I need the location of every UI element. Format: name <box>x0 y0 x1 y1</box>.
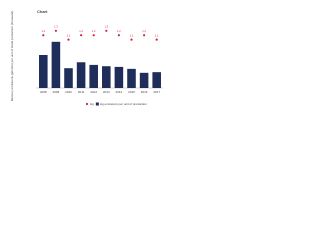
x-tick-label: 2017 <box>153 90 160 94</box>
point <box>92 34 95 37</box>
data-label: 1.2 <box>142 29 146 33</box>
x-tick-label: 2008 <box>40 90 47 94</box>
data-label: 1.2 <box>79 29 83 33</box>
bar <box>39 55 48 88</box>
point <box>54 29 58 32</box>
x-tick-label: 2014 <box>116 90 123 94</box>
point <box>143 34 146 37</box>
point <box>130 38 133 41</box>
bar <box>102 66 111 88</box>
point <box>80 34 83 37</box>
x-tick-label: 2012 <box>90 90 97 94</box>
legend-label: Hg emissions per unit of production <box>100 102 147 106</box>
x-tick-label: 2011 <box>78 90 85 94</box>
data-label: 1.2 <box>41 29 45 33</box>
point <box>105 29 108 32</box>
bar <box>51 41 61 88</box>
bar <box>64 68 73 88</box>
bar <box>152 72 161 88</box>
x-tick-label: 2016 <box>141 90 148 94</box>
bar <box>127 68 136 88</box>
chart: Chart Mercury emissions (g/tonne) per un… <box>10 9 163 106</box>
data-label: 1.3 <box>104 24 108 28</box>
data-label: 1.3 <box>54 24 58 28</box>
data-label: 1.2 <box>117 29 121 33</box>
chart-title: Chart <box>37 9 48 14</box>
data-label: 1.1 <box>155 33 159 37</box>
x-tick-label: 2015 <box>128 90 135 94</box>
data-label: 1.2 <box>92 29 96 33</box>
point <box>42 34 45 37</box>
legend-swatch <box>85 102 89 106</box>
x-tick-label: 2009 <box>53 90 60 94</box>
point <box>117 34 120 37</box>
bar <box>76 62 86 88</box>
data-label: 1.1 <box>67 33 71 37</box>
point <box>155 38 158 41</box>
bar <box>114 66 124 88</box>
x-tick-label: 2013 <box>103 90 110 94</box>
legend-swatch <box>95 102 99 106</box>
bar <box>89 64 98 88</box>
point <box>67 38 70 41</box>
bar <box>139 72 149 88</box>
y-axis-label: Mercury emissions (g/tonne) per unit of … <box>10 11 14 101</box>
x-tick-label: 2010 <box>65 90 72 94</box>
data-label: 1.1 <box>130 33 134 37</box>
legend-label: Hg <box>90 102 94 106</box>
